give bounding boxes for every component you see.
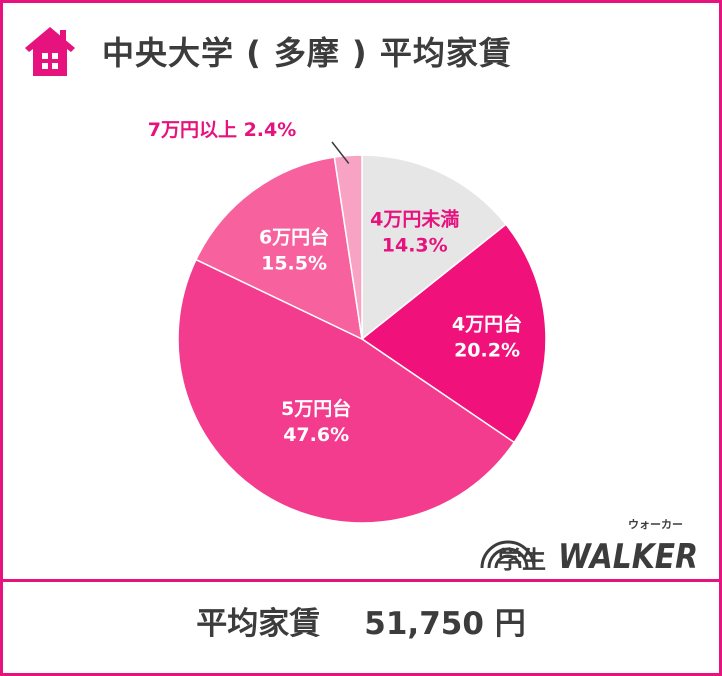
pie-slice bbox=[360, 223, 547, 444]
pie-slice bbox=[333, 154, 363, 340]
slice-label: 6万円台 15.5% bbox=[259, 225, 329, 274]
gakusei-walker-logo: 学生 WALKER ウォーカー bbox=[480, 518, 698, 572]
footer-label: 平均家賃 bbox=[196, 606, 321, 642]
slice-label: 7万円以上 2.4% bbox=[148, 119, 297, 141]
leader-line bbox=[331, 141, 350, 164]
slice-label: 5万円台 47.6% bbox=[281, 397, 351, 446]
house-icon bbox=[25, 27, 75, 76]
footer-average-rent: 平均家賃 51,750 円 bbox=[0, 598, 722, 643]
logo-main-text: 学生 bbox=[498, 546, 546, 572]
pie-slice bbox=[195, 156, 363, 341]
pie-slice bbox=[361, 154, 508, 341]
pie-slice bbox=[177, 258, 516, 524]
logo-brand-text: WALKER bbox=[558, 537, 698, 572]
page-title: 中央大学 ( 多摩 ) 平均家賃 bbox=[102, 34, 512, 72]
logo-ruby-text: ウォーカー bbox=[628, 518, 683, 531]
footer-value: 51,750 円 bbox=[364, 606, 526, 642]
slice-label: 4万円未満 14.3% bbox=[370, 208, 459, 257]
footer-divider bbox=[0, 579, 722, 582]
slice-label: 4万円台 20.2% bbox=[452, 312, 522, 361]
pie-chart: 4万円未満 14.3% 4万円台 20.2% 5万円台 47.6% 6万円台 15.5% 7万円… bbox=[148, 119, 547, 524]
